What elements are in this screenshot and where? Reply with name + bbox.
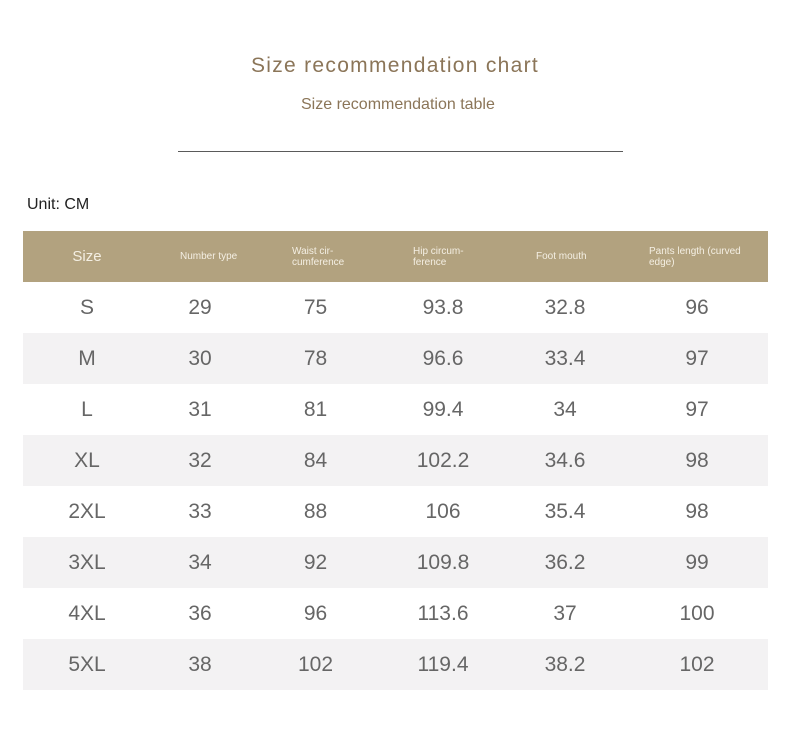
table-row: XL 32 84 102.2 34.6 98 <box>23 435 768 486</box>
table-cell: 98 <box>685 448 709 472</box>
table-cell: 119.4 <box>417 652 469 676</box>
table-cell: 75 <box>303 295 328 319</box>
table-cell: 98 <box>685 499 709 523</box>
page-subtitle: Size recommendation table <box>301 96 495 113</box>
table-cell: 97 <box>685 397 709 421</box>
table-row: 5XL 38 102 119.4 38.2 102 <box>23 639 768 690</box>
table-row: 3XL 34 92 109.8 36.2 99 <box>23 537 768 588</box>
table-cell: 109.8 <box>416 550 470 574</box>
unit-label: Unit: CM <box>27 196 90 213</box>
table-cell: 96 <box>685 295 709 319</box>
table-cell: 92 <box>303 550 328 574</box>
table-cell: 100 <box>679 601 715 625</box>
table-cell: 93.8 <box>422 295 464 319</box>
column-header: Size <box>72 248 102 265</box>
table-cell: 97 <box>685 346 709 370</box>
table-cell: 99 <box>685 550 709 574</box>
table-cell: S <box>79 295 94 319</box>
column-header: Hip circum- ference <box>413 245 464 268</box>
table-cell: 96 <box>303 601 328 625</box>
column-header: Pants length (curved edge) <box>649 245 741 268</box>
table-row: 2XL 33 88 106 35.4 98 <box>23 486 768 537</box>
table-cell: 96.6 <box>422 346 464 370</box>
table-cell: 4XL <box>68 601 106 625</box>
table-cell: 102 <box>679 652 715 676</box>
table-cell: 3XL <box>68 550 106 574</box>
table-cell: 33 <box>188 499 212 523</box>
table-cell: 81 <box>303 397 328 421</box>
table-cell: 31 <box>188 397 212 421</box>
table-cell: 34.6 <box>544 448 586 472</box>
table-row: L 31 81 99.4 34 97 <box>23 384 768 435</box>
table-cell: 34 <box>553 397 577 421</box>
table-cell: 88 <box>303 499 328 523</box>
table-cell: 35.4 <box>544 499 586 523</box>
column-header: Foot mouth <box>536 251 587 262</box>
table-cell: 36 <box>188 601 212 625</box>
table-cell: 102 <box>297 652 334 676</box>
table-cell: 37 <box>553 601 577 625</box>
table-cell: 106 <box>425 499 461 523</box>
table-cell: 36.2 <box>544 550 586 574</box>
table-cell: 102.2 <box>416 448 470 472</box>
table-cell: 32.8 <box>544 295 586 319</box>
table-cell: 32 <box>188 448 212 472</box>
title-divider <box>178 151 623 152</box>
table-cell: L <box>81 397 93 421</box>
table-cell: 29 <box>188 295 212 319</box>
table-cell: 38.2 <box>544 652 586 676</box>
table-cell: 33.4 <box>544 346 586 370</box>
table-row: 4XL 36 96 113.6 37 100 <box>23 588 768 639</box>
table-cell: 38 <box>188 652 212 676</box>
column-header: Number type <box>180 251 238 262</box>
table-cell: XL <box>74 448 100 472</box>
table-row: M 30 78 96.6 33.4 97 <box>23 333 768 384</box>
table-body: S 29 75 93.8 32.8 96 M 30 78 96.6 33.4 97 L 31 81 99.4 3… <box>23 282 768 690</box>
table-cell: M <box>78 346 96 370</box>
table-cell: 78 <box>303 346 328 370</box>
column-header: Waist cir- cumference <box>292 245 345 268</box>
table-cell: 99.4 <box>422 397 464 421</box>
table-cell: 30 <box>188 346 212 370</box>
table-header-row: Size Number type Waist cir- cumference Hip … <box>23 231 768 282</box>
size-table: Size Number type Waist cir- cumference Hip … <box>23 231 768 690</box>
table-cell: 2XL <box>68 499 106 523</box>
table-cell: 84 <box>303 448 328 472</box>
table-cell: 5XL <box>68 652 106 676</box>
table-row: S 29 75 93.8 32.8 96 <box>23 282 768 333</box>
table-cell: 34 <box>188 550 212 574</box>
page-title: Size recommendation chart <box>250 54 540 77</box>
table-cell: 113.6 <box>417 601 469 625</box>
